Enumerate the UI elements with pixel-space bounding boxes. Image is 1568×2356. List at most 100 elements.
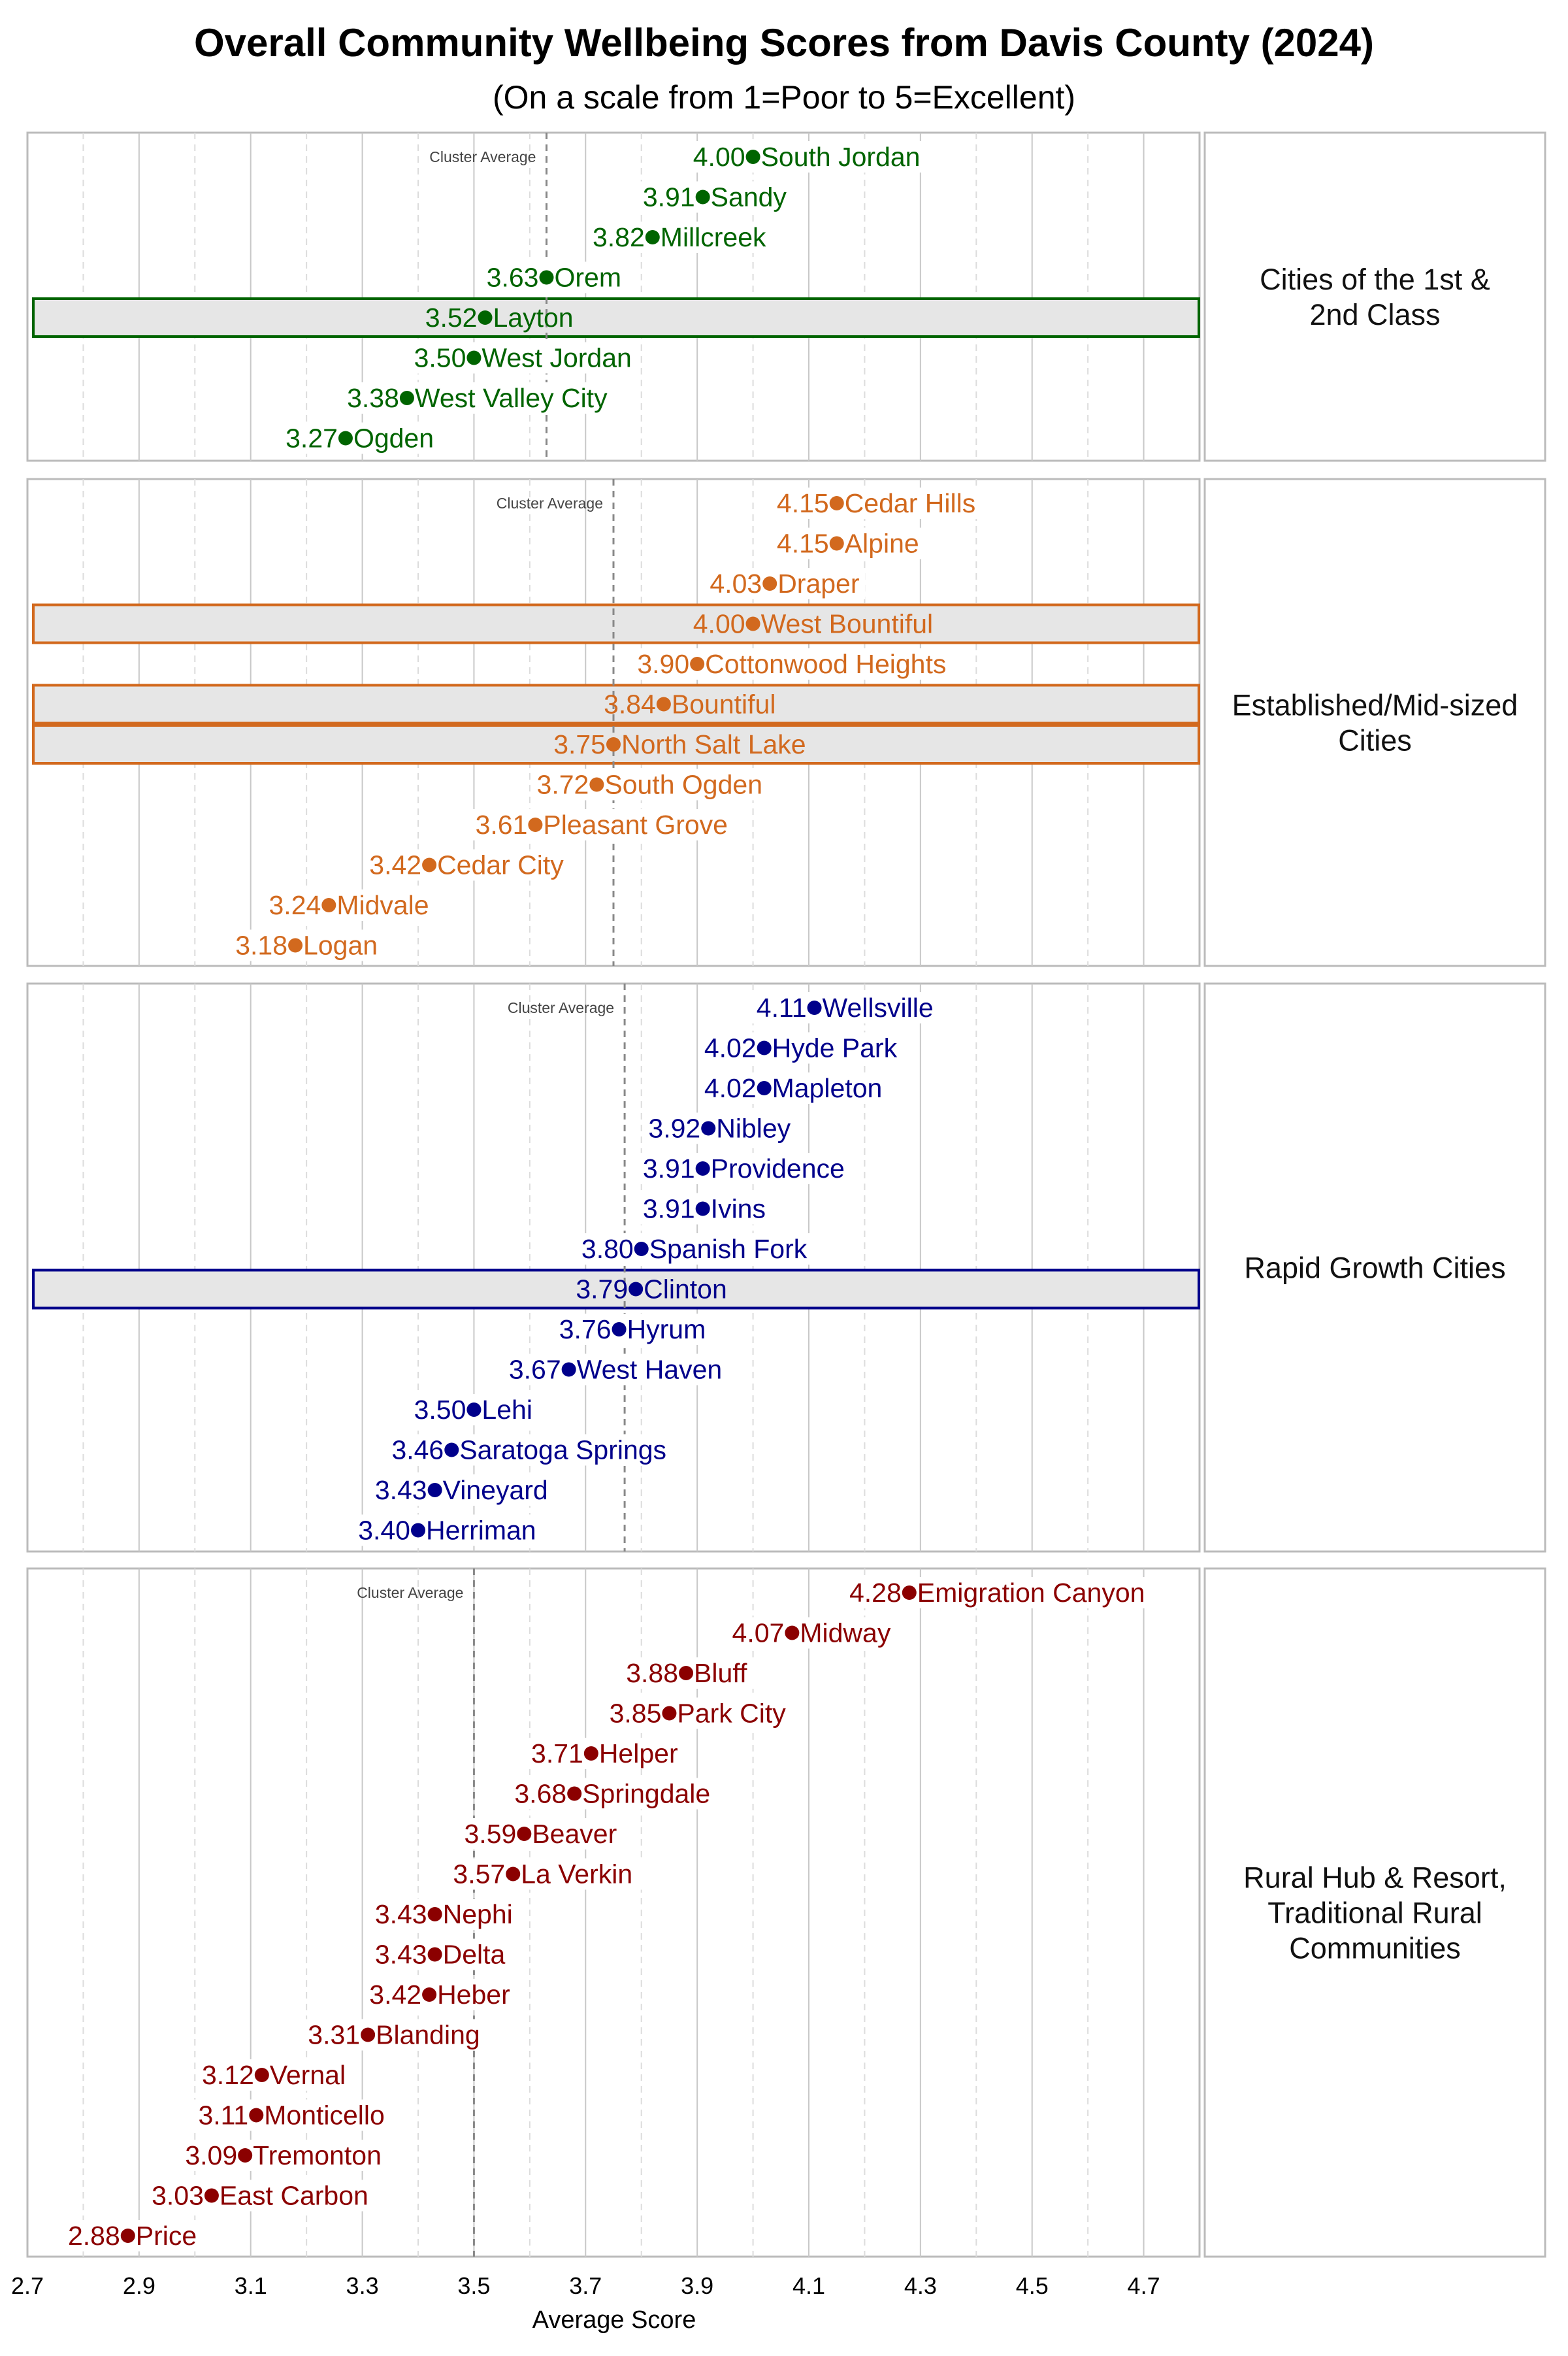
data-point: [539, 270, 554, 285]
city-label: Pleasant Grove: [543, 810, 728, 840]
value-label: 3.61: [476, 810, 528, 840]
label-background: [772, 488, 1001, 519]
data-point: [120, 2229, 135, 2243]
panel-3: Cluster Average 4.28 Emigration Canyon 4.07…: [26, 1567, 1546, 2258]
city-label: Price: [136, 2221, 197, 2251]
city-label: Nephi: [443, 1899, 513, 1929]
data-point: [679, 1666, 694, 1680]
label-background: [354, 1514, 541, 1546]
city-label: Delta: [443, 1940, 506, 1970]
city-label: Herriman: [426, 1516, 536, 1546]
city-label: Providence: [711, 1153, 845, 1184]
value-label: 3.38: [347, 383, 399, 413]
value-label: 4.00: [693, 609, 745, 639]
value-label: 3.88: [626, 1658, 678, 1688]
data-point: [506, 1867, 521, 1882]
city-label: Emigration Canyon: [917, 1578, 1145, 1608]
city-label: Cottonwood Heights: [705, 649, 946, 679]
data-point: [785, 1625, 800, 1640]
highlight-box: [32, 297, 1200, 338]
label-background: [510, 1778, 725, 1810]
panel-title: 2nd Class: [1309, 298, 1440, 331]
data-point: [695, 190, 710, 205]
data-point: [517, 1827, 532, 1841]
value-label: 3.12: [202, 2060, 254, 2090]
data-point: [288, 938, 303, 953]
value-label: 4.02: [704, 1033, 757, 1063]
city-label: Ogden: [353, 423, 434, 454]
label-background: [365, 1979, 512, 2010]
value-label: 4.02: [704, 1073, 757, 1103]
city-label: Orem: [554, 263, 621, 293]
value-label: 3.40: [358, 1516, 410, 1546]
panel-strip: [1203, 478, 1546, 967]
city-label: Tremonton: [253, 2140, 382, 2170]
value-label: 3.85: [610, 1699, 662, 1729]
label-background: [750, 992, 965, 1023]
city-label: Wellsville: [823, 993, 934, 1023]
data-point: [561, 1362, 576, 1377]
panel-strip: [1203, 1567, 1546, 2258]
city-label: West Haven: [577, 1355, 723, 1385]
label-background: [471, 809, 741, 840]
city-label: Beaver: [532, 1819, 617, 1849]
x-tick-label: 4.1: [792, 2272, 825, 2299]
city-label: Alpine: [845, 529, 919, 559]
city-label: Cedar City: [437, 850, 564, 880]
label-background: [231, 929, 378, 961]
data-point: [361, 2027, 376, 2042]
city-label: Monticello: [264, 2100, 385, 2131]
value-label: 3.57: [453, 1859, 505, 1889]
data-point: [338, 431, 353, 446]
value-label: 3.50: [414, 1395, 466, 1425]
panel-title: Established/Mid-sized: [1232, 689, 1518, 722]
value-label: 3.91: [643, 1153, 695, 1184]
panel-title: Communities: [1289, 1932, 1461, 1965]
value-label: 3.24: [269, 890, 321, 920]
data-point: [444, 1442, 459, 1457]
panel-strip: [1203, 982, 1546, 1553]
data-point: [254, 2068, 269, 2082]
panel-frame: [26, 982, 1201, 1553]
value-label: 3.46: [391, 1435, 444, 1465]
data-point: [427, 1907, 442, 1921]
value-label: 4.00: [693, 142, 745, 172]
label-background: [281, 422, 427, 454]
data-point: [478, 310, 493, 325]
value-label: 4.03: [710, 569, 762, 599]
label-background: [706, 568, 866, 599]
data-point: [567, 1786, 582, 1801]
label-background: [555, 1314, 701, 1345]
data-point: [829, 536, 844, 551]
label-background: [181, 2140, 382, 2171]
data-point: [466, 1402, 482, 1417]
city-label: Springdale: [582, 1779, 710, 1809]
city-label: Millcreek: [661, 222, 766, 252]
cluster-average-label: Cluster Average: [429, 148, 536, 165]
data-point: [427, 1483, 442, 1497]
data-point: [656, 697, 671, 712]
label-background: [845, 1577, 1156, 1608]
data-point: [662, 1706, 677, 1721]
city-label: Draper: [777, 569, 859, 599]
x-tick-label: 4.5: [1016, 2272, 1049, 2299]
data-point: [902, 1585, 917, 1600]
panels: Cluster Average 4.00 South Jordan 3.91 Sandy…: [26, 131, 1546, 2258]
value-label: 3.59: [465, 1819, 517, 1849]
city-label: Lehi: [482, 1395, 532, 1425]
value-label: 3.75: [553, 729, 606, 759]
label-background: [633, 648, 958, 680]
city-label: Ivins: [711, 1194, 766, 1224]
label-background: [197, 2059, 357, 2091]
value-label: 4.07: [732, 1618, 785, 1648]
value-label: 3.43: [375, 1940, 427, 1970]
value-label: 3.91: [643, 1194, 695, 1224]
data-point: [606, 737, 621, 752]
x-tick-label: 3.9: [681, 2272, 713, 2299]
city-label: Logan: [303, 931, 378, 961]
data-point: [745, 616, 760, 631]
city-label: Helper: [599, 1738, 678, 1768]
city-label: West Jordan: [482, 343, 631, 373]
value-label: 3.42: [369, 1980, 421, 2010]
value-label: 3.68: [514, 1779, 566, 1809]
